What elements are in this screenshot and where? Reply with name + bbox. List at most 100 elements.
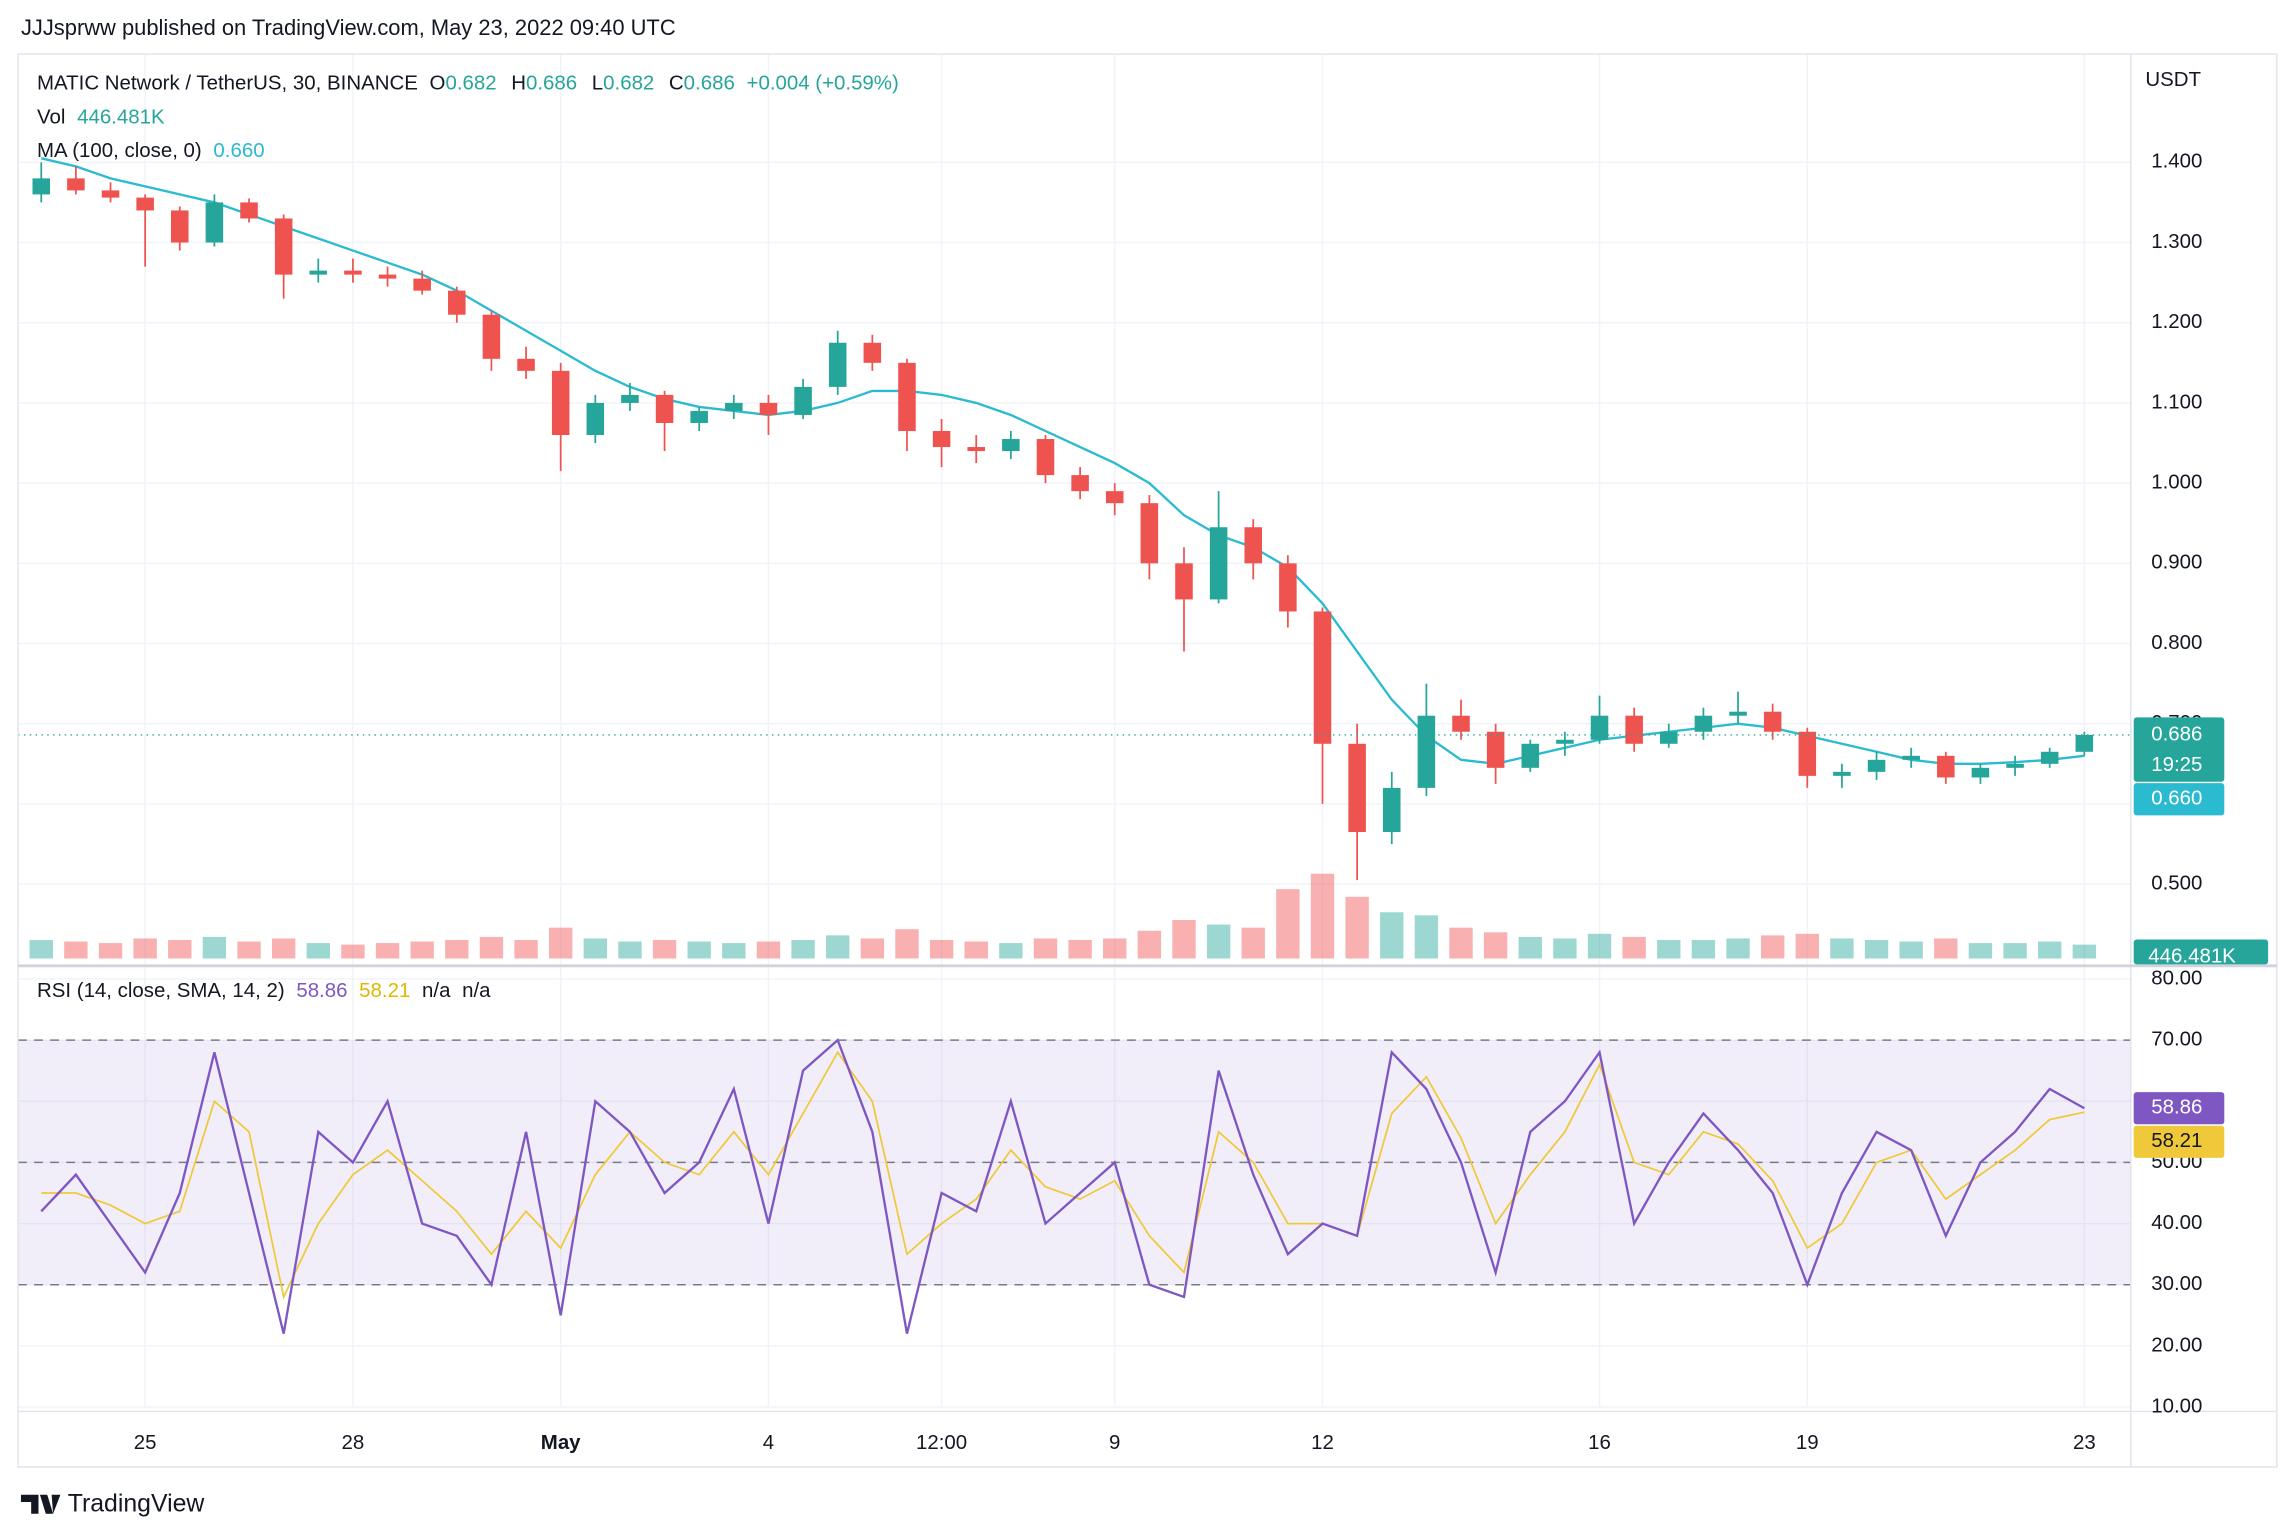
volume-bar [514,939,538,959]
candle-body [1140,503,1159,564]
y-tick-label: 30.00 [2151,1272,2202,1295]
volume-bar [1068,939,1092,959]
countdown-label: 19:25 [2151,753,2202,776]
volume-bar [895,929,919,959]
x-tick-label: 19 [1796,1431,1819,1454]
volume-bar [1414,915,1439,959]
volume-bar [98,943,123,959]
volume-bar [271,938,296,959]
rsi-title: RSI (14, close, SMA, 14, 2) [37,979,285,1002]
candle-body [621,394,639,403]
volume-bar [1830,938,1854,959]
candle-body [67,178,85,191]
x-tick-label: May [541,1431,581,1454]
volume-bar [1103,938,1127,959]
volume-title: Vol [37,106,65,129]
y-tick-label: 1.300 [2151,230,2202,253]
volume-bar [1172,919,1196,959]
candle-body [1279,563,1297,612]
y-tick-label: 0.800 [2151,631,2202,654]
candle-body [1694,715,1713,732]
y-tick-label: 1.200 [2151,310,2202,333]
volume-bar [1657,939,1681,959]
candle-body [1175,563,1193,600]
volume-bar [1899,941,1923,959]
rsi-series-line [41,1050,2085,1300]
rsi-value-label: 58.86 [2151,1096,2202,1119]
candle-body [413,278,431,291]
volume-label: 446.481K [2148,944,2236,967]
volume-bar [652,939,677,959]
volume-bar [964,941,988,959]
ma-line [40,157,2085,766]
volume-bar [1310,873,1335,959]
volume-bar [1864,939,1889,959]
candle-body [1036,439,1055,476]
volume-bar [756,941,781,959]
frame [17,53,2278,1468]
y-tick-label: 10.00 [2151,1394,2202,1417]
volume-bar [1449,927,1473,959]
candle-body [551,370,570,436]
ma-label: 0.660 [2151,787,2202,810]
volume-bar [2072,944,2097,959]
candle-body [1729,711,1747,716]
candle-body [655,394,674,423]
volume-bar [1518,936,1542,959]
y-tick-label: 1.100 [2151,390,2202,413]
volume-bar [722,943,746,959]
volume-bar [1760,935,1785,959]
volume-bar [583,938,607,959]
volume-bar [860,938,885,959]
candle-body [1625,715,1643,744]
volume-bar [548,927,573,959]
candle-body [1002,439,1020,452]
volume-bar [618,941,642,959]
rsi-legend: RSI (14, close, SMA, 14, 2) 58.86 58.21 n/a… [37,979,491,1002]
candle-body [1556,739,1574,744]
ma-title: MA (100, close, 0) [37,139,202,162]
volume-value: 446.481K [77,106,165,129]
volume-bar [791,939,815,959]
l-label: L [592,72,603,95]
volume-bar [479,936,504,959]
candle-body [2006,763,2024,768]
last-price-label-bg [2133,717,2225,782]
candle-body [344,270,362,275]
candle-body [2040,751,2059,764]
candle-body [1348,743,1366,832]
volume-bar [410,941,434,959]
rsi-value-label: 58.21 [2151,1129,2202,1152]
volume-bar [1483,932,1508,959]
candle-body [32,178,51,195]
candle-body [898,362,916,431]
volume-bar [1587,933,1612,959]
x-tick-label: 25 [134,1431,157,1454]
candle-body [1867,759,1886,772]
ma-label-bg [2133,783,2225,816]
volume-label-bg [2133,939,2269,965]
candle-body [1971,767,1990,778]
candle-body [1209,527,1228,600]
x-tick-label: 12:00 [916,1431,967,1454]
x-tick-label: 23 [2073,1431,2096,1454]
candle-body [378,274,397,279]
ma-value: 0.660 [213,139,264,162]
candle-body [101,190,120,198]
volume-bar [202,936,227,959]
volume-bar [1934,938,1958,959]
ma-legend: MA (100, close, 0) 0.660 [37,139,265,162]
c-value: 0.686 [684,72,735,95]
c-label: C [669,72,684,95]
volume-bar [133,938,157,959]
candle-body [725,402,743,411]
candle-body [1071,475,1089,492]
candle-body [1417,715,1436,788]
candle-body [828,342,847,387]
y-tick-label: 20.00 [2151,1333,2202,1356]
plot [18,157,2131,1334]
volume-legend: Vol 446.481K [37,106,165,129]
x-tick-label: 28 [342,1431,365,1454]
rsi-extra: n/a [462,979,491,1002]
candle-body [2075,734,2094,752]
